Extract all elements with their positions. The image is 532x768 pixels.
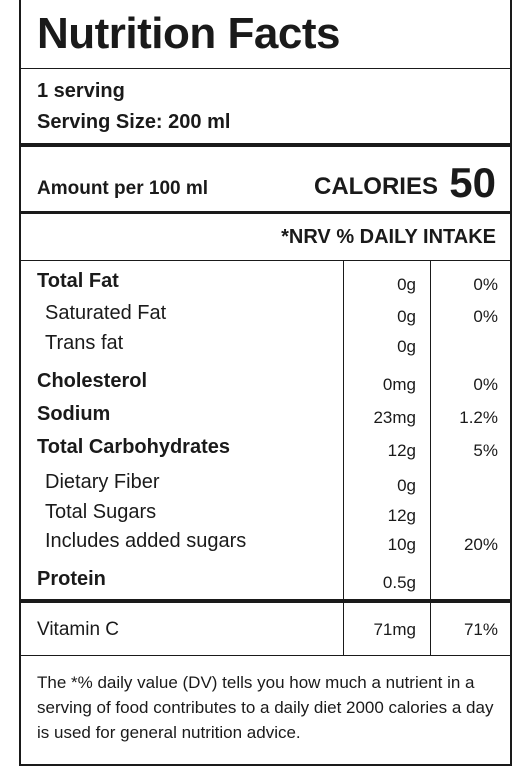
nutrient-row: Sodium 23mg 1.2% (21, 401, 510, 427)
nutrient-amount: 0g (397, 476, 416, 495)
nutrient-row: Total Fat 0g 0% (21, 268, 510, 294)
nutrient-percent: 5% (473, 441, 498, 460)
nutrient-amount: 0g (397, 337, 416, 356)
vitamin-amount: 71mg (373, 620, 416, 639)
nutrient-name: Trans fat (45, 332, 124, 354)
nutrient-amount: 12g (387, 441, 416, 460)
column-divider (343, 261, 344, 599)
calories-label: CALORIES (313, 173, 438, 200)
footnote: The *% daily value (DV) tells you how mu… (37, 673, 494, 742)
nutrient-name: Includes added sugars (45, 530, 247, 552)
nutrient-amount: 10g (387, 535, 416, 554)
thick-divider (21, 211, 510, 214)
divider (21, 68, 510, 69)
divider (21, 260, 510, 261)
nutrient-percent: 20% (463, 535, 498, 554)
nutrient-amount: 0.5g (382, 573, 416, 592)
vitamin-percent: 71% (463, 620, 498, 639)
thick-divider (21, 143, 510, 147)
nutrient-name: Cholesterol (37, 370, 148, 392)
calories-value: 50 (449, 159, 496, 206)
nutrient-amount: 0g (397, 275, 416, 294)
nutrient-row: Total Carbohydrates 12g 5% (21, 434, 510, 460)
nutrient-name: Dietary Fiber (45, 471, 160, 493)
column-divider (343, 603, 344, 655)
nutrient-amount: 0g (397, 307, 416, 326)
divider (21, 655, 510, 656)
nutrition-label: Nutrition Facts 1 serving Serving Size: … (19, 0, 512, 766)
nutrient-row: Trans fat 0g (21, 330, 510, 356)
nutrient-amount: 0mg (382, 375, 416, 394)
nutrient-name: Protein (37, 568, 106, 590)
nutrient-amount: 23mg (373, 408, 416, 427)
nutrient-name: Total Carbohydrates (37, 436, 230, 458)
nutrient-row: Protein 0.5g (21, 566, 510, 592)
nutrient-percent: 1.2% (459, 408, 498, 427)
nutrient-percent: 0% (473, 275, 498, 294)
vitamin-row: Vitamin C 71mg 71% (21, 617, 510, 643)
amount-per-label: Amount per 100 ml (37, 178, 209, 199)
thick-divider (21, 599, 510, 603)
nutrient-name: Total Fat (37, 270, 119, 292)
nutrient-name: Total Sugars (45, 501, 157, 523)
nutrient-row: Dietary Fiber 0g (21, 469, 510, 495)
column-divider (430, 261, 431, 599)
nutrient-row: Total Sugars 12g (21, 499, 510, 525)
nutrient-percent: 0% (473, 375, 498, 394)
vitamin-name: Vitamin C (37, 619, 120, 640)
nutrient-row: Saturated Fat 0g 0% (21, 300, 510, 326)
nutrient-percent: 0% (473, 307, 498, 326)
label-title: Nutrition Facts (37, 9, 340, 58)
nutrient-row: Cholesterol 0mg 0% (21, 368, 510, 394)
nutrient-amount: 12g (387, 506, 416, 525)
nutrient-name: Sodium (37, 403, 111, 425)
nrv-header: *NRV % DAILY INTAKE (281, 226, 496, 248)
nutrient-name: Saturated Fat (45, 302, 167, 324)
servings-count: 1 serving (37, 80, 125, 102)
serving-size: Serving Size: 200 ml (37, 111, 231, 133)
nutrient-row: Includes added sugars 10g 20% (21, 528, 510, 554)
column-divider (430, 603, 431, 655)
